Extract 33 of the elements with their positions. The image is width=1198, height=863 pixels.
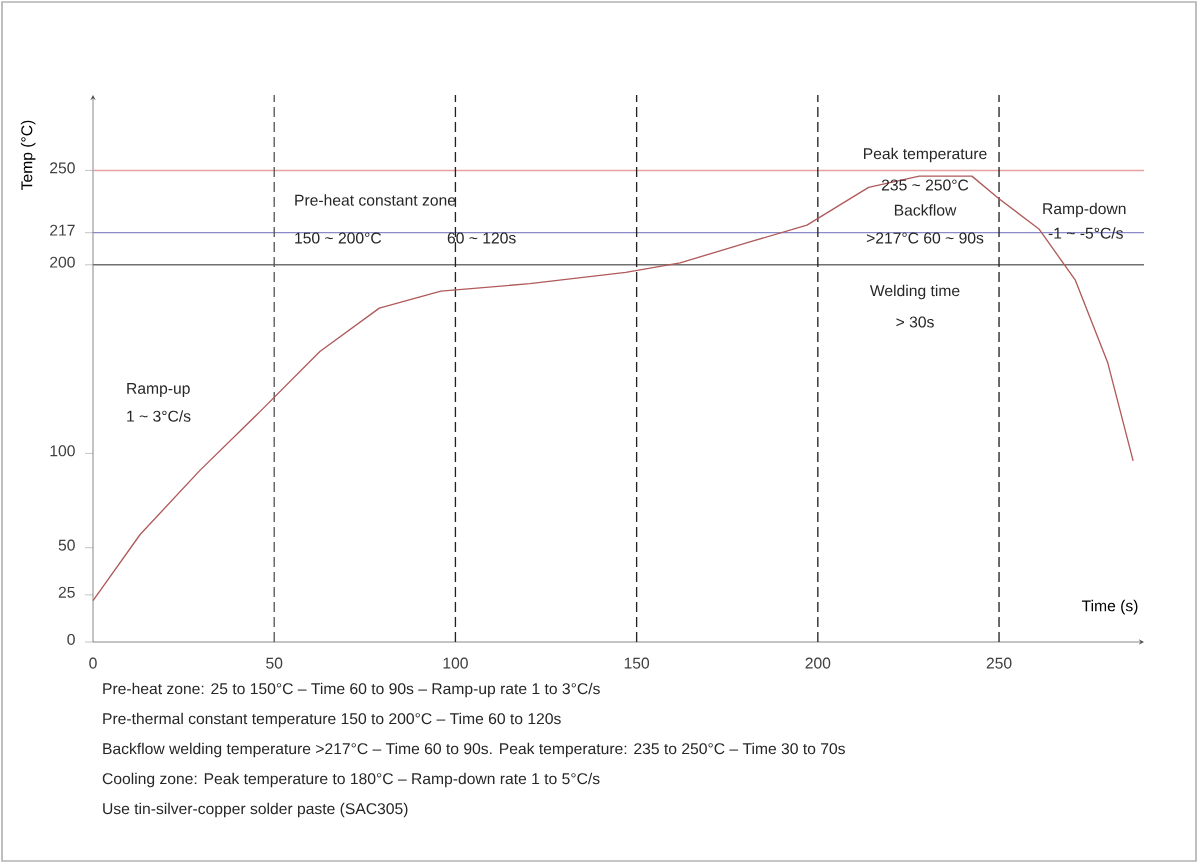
y-tick-label: 0 xyxy=(67,633,75,645)
y-axis-title: Temp (°C) xyxy=(20,120,36,191)
y-tick-label: 25 xyxy=(58,586,75,598)
text: Pre-heat zone: 25 to 150°C – Time 60 to 90s – Ramp-up rate 1 to 3°C/s xyxy=(103,682,600,698)
annotation: Backflow xyxy=(894,204,957,216)
annotation: > 30s xyxy=(896,316,934,328)
x-tick-label: 250 xyxy=(986,657,1012,669)
x-tick-label: 200 xyxy=(805,657,831,669)
y-tick-label: 200 xyxy=(50,256,75,268)
x-tick-label: 0 xyxy=(89,657,97,669)
text: Pre-thermal constant temperature 150 to 200°C – Time 60 to 120s xyxy=(103,712,561,728)
annotation: Ramp-up xyxy=(127,383,190,398)
annotation: Ramp-down xyxy=(1043,202,1126,218)
x-axis-title: Time (s) xyxy=(1081,599,1138,615)
annotation: Welding time xyxy=(869,284,960,300)
annotation: -1 ~ -5°C/s xyxy=(1048,227,1123,239)
annotation: 1 ~ 3°C/s xyxy=(127,410,191,422)
annotation: 60 ~ 120s xyxy=(447,232,516,244)
annotation: Peak temperature xyxy=(864,147,987,163)
y-tick-label: 217 xyxy=(50,224,75,236)
annotation: 235 ~ 250°C xyxy=(881,179,969,191)
text: Backflow welding temperature >217°C – Time 60 to 90s. Peak temperature: 235 to 250°C – Time 30 to 70s xyxy=(103,742,845,758)
y-tick-label: 100 xyxy=(50,445,75,457)
y-tick-label: 250 xyxy=(50,162,75,174)
x-tick-label: 50 xyxy=(266,657,283,669)
y-tick-label: 50 xyxy=(58,539,75,551)
annotation: >217°C 60 ~ 90s xyxy=(866,232,984,244)
text: Cooling zone: Peak temperature to 180°C – Ramp-down rate 1 to 5°C/s xyxy=(102,772,600,788)
annotation: 150 ~ 200°C xyxy=(295,232,382,244)
text: Use tin-silver-copper solder paste (SAC305) xyxy=(103,802,408,818)
x-tick-label: 150 xyxy=(624,657,650,669)
annotation: Pre-heat constant zone xyxy=(295,194,456,206)
x-tick-label: 100 xyxy=(443,657,468,669)
